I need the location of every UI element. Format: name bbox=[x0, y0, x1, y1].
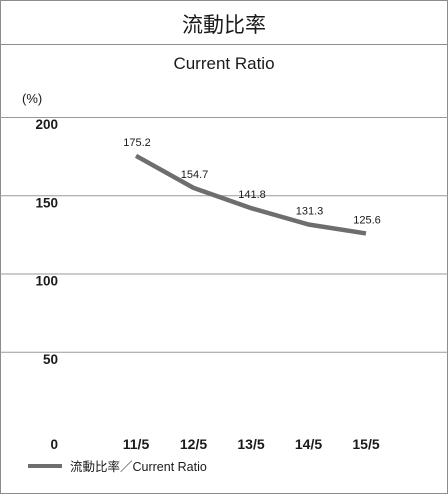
chart-subtitle: Current Ratio bbox=[173, 54, 274, 73]
y-tick-label: 200 bbox=[35, 117, 58, 132]
x-tick-label: 14/5 bbox=[295, 436, 322, 452]
y-tick-label: 0 bbox=[50, 437, 58, 452]
y-axis-unit: (%) bbox=[22, 91, 42, 106]
gridlines bbox=[0, 118, 448, 353]
y-tick-label: 100 bbox=[35, 274, 58, 289]
data-label: 141.8 bbox=[238, 189, 266, 201]
x-tick-labels: 11/5 12/5 13/5 14/5 15/5 bbox=[123, 436, 380, 452]
data-label: 125.6 bbox=[353, 214, 381, 226]
data-label: 131.3 bbox=[296, 206, 324, 218]
data-labels: 175.2 154.7 141.8 131.3 125.6 bbox=[123, 137, 381, 227]
x-tick-label: 13/5 bbox=[237, 436, 264, 452]
y-tick-label: 150 bbox=[35, 195, 58, 210]
legend-label: 流動比率／Current Ratio bbox=[70, 459, 207, 474]
data-label: 175.2 bbox=[123, 137, 151, 149]
chart-title: 流動比率 bbox=[182, 14, 266, 37]
data-label: 154.7 bbox=[181, 169, 209, 181]
x-tick-label: 11/5 bbox=[123, 436, 150, 452]
x-tick-label: 15/5 bbox=[352, 436, 379, 452]
x-tick-label: 12/5 bbox=[180, 436, 207, 452]
y-tick-labels: 0 50 100 150 200 bbox=[35, 117, 58, 452]
y-tick-label: 50 bbox=[43, 352, 58, 367]
